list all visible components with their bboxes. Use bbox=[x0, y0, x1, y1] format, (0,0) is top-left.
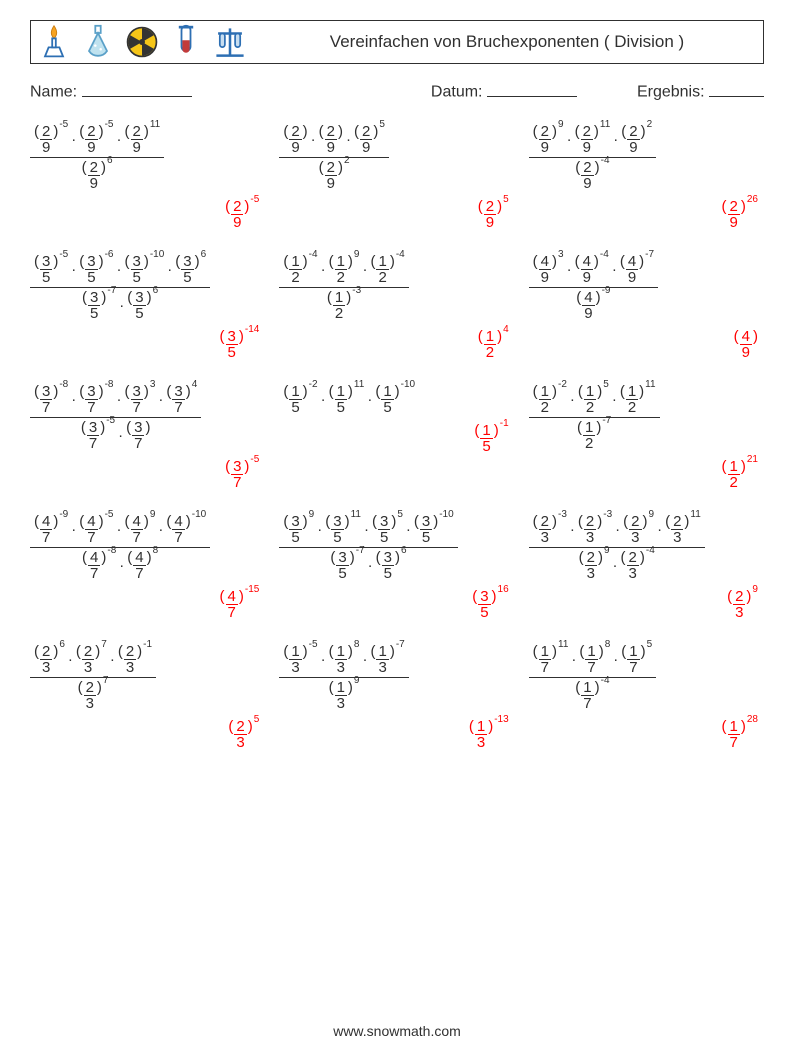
numerator: (49)3·(49)-4·(49)-7 bbox=[529, 252, 658, 287]
expression: (47)-9·(47)-5·(47)9·(47)-10(47)-8·(47)8 bbox=[30, 512, 210, 583]
problem-11: (35)9·(35)11·(35)5·(35)-10(35)-7·(35)6(3… bbox=[279, 512, 514, 620]
answer: (29)26 bbox=[529, 199, 764, 230]
numerator: (29)9·(29)11·(29)2 bbox=[529, 122, 657, 157]
problem-14: (13)-5·(13)8·(13)-7(13)9 (13)-13 bbox=[279, 642, 514, 750]
expression: (13)-5·(13)8·(13)-7(13)9 bbox=[279, 642, 408, 713]
problem-1: (29)-5·(29)-5·(29)11(29)6 (29)-5 bbox=[30, 122, 265, 230]
flask-icon bbox=[81, 25, 115, 59]
denominator: (29)2 bbox=[315, 158, 354, 193]
numerator: (15)-2·(15)11·(15)-10 bbox=[279, 382, 419, 417]
problem-3: (29)9·(29)11·(29)2(29)-4 (29)26 bbox=[529, 122, 764, 230]
date-label: Datum: bbox=[431, 84, 483, 101]
expression: (23)-3·(23)-3·(23)9·(23)11(23)9·(23)-4 bbox=[529, 512, 705, 583]
numerator: (23)6·(23)7·(23)-1 bbox=[30, 642, 156, 677]
denominator: (13)9 bbox=[325, 678, 364, 713]
answer: (35)16 bbox=[279, 589, 514, 620]
expression: (29)-5·(29)-5·(29)11(29)6 bbox=[30, 122, 164, 193]
numerator: (12)-2·(12)5·(12)11 bbox=[529, 382, 660, 417]
denominator: (17)-4 bbox=[571, 678, 613, 713]
problem-13: (23)6·(23)7·(23)-1(23)7 (23)5 bbox=[30, 642, 265, 750]
denominator: (35)-7·(35)6 bbox=[78, 288, 162, 323]
answer: (37)-5 bbox=[30, 459, 265, 490]
expression: (37)-8·(37)-8·(37)3·(37)4(37)-5·(37) bbox=[30, 382, 201, 453]
answer: (47)-15 bbox=[30, 589, 265, 620]
numerator: (35)-5·(35)-6·(35)-10·(35)6 bbox=[30, 252, 210, 287]
expression: (35)9·(35)11·(35)5·(35)-10(35)-7·(35)6 bbox=[279, 512, 457, 583]
problem-5: (12)-4·(12)9·(12)-4(12)-3 (12)4 bbox=[279, 252, 514, 360]
expression: (29)9·(29)11·(29)2(29)-4 bbox=[529, 122, 657, 193]
expression: (15)-2·(15)11·(15)-10 bbox=[279, 382, 419, 417]
problem-10: (47)-9·(47)-5·(47)9·(47)-10(47)-8·(47)8(… bbox=[30, 512, 265, 620]
date-field: Datum: bbox=[431, 78, 577, 102]
result-blank[interactable] bbox=[709, 78, 764, 97]
problem-12: (23)-3·(23)-3·(23)9·(23)11(23)9·(23)-4(2… bbox=[529, 512, 764, 620]
denominator: (37)-5·(37) bbox=[77, 418, 155, 453]
problem-4: (35)-5·(35)-6·(35)-10·(35)6(35)-7·(35)6(… bbox=[30, 252, 265, 360]
rack-icon bbox=[213, 25, 247, 59]
denominator: (29)6 bbox=[78, 158, 117, 193]
denominator: (29)-4 bbox=[571, 158, 613, 193]
worksheet-title: Vereinfachen von Bruchexponenten ( Divis… bbox=[257, 27, 757, 56]
expression: (12)-2·(12)5·(12)11(12)-7 bbox=[529, 382, 660, 453]
answer: (49) bbox=[529, 329, 764, 360]
expression: (49)3·(49)-4·(49)-7(49)-9 bbox=[529, 252, 658, 323]
problem-7: (37)-8·(37)-8·(37)3·(37)4(37)-5·(37)(37)… bbox=[30, 382, 265, 490]
problem-2: (29)·(29)·(29)5(29)2 (29)5 bbox=[279, 122, 514, 230]
name-field: Name: bbox=[30, 78, 192, 102]
numerator: (29)·(29)·(29)5 bbox=[279, 122, 389, 157]
denominator: (23)9·(23)-4 bbox=[575, 548, 659, 583]
radiation-icon bbox=[125, 25, 159, 59]
test-tube-icon bbox=[169, 25, 203, 59]
name-label: Name: bbox=[30, 84, 77, 101]
worksheet-header: Vereinfachen von Bruchexponenten ( Divis… bbox=[30, 20, 764, 64]
denominator: (47)-8·(47)8 bbox=[78, 548, 162, 583]
expression: (23)6·(23)7·(23)-1(23)7 bbox=[30, 642, 156, 713]
answer: (13)-13 bbox=[279, 719, 514, 750]
numerator: (17)11·(17)8·(17)5 bbox=[529, 642, 657, 677]
date-blank[interactable] bbox=[487, 78, 577, 97]
answer: (12)21 bbox=[529, 459, 764, 490]
answer: (29)-5 bbox=[30, 199, 265, 230]
meta-row: Name: Datum: Ergebnis: bbox=[30, 78, 764, 102]
expression: (12)-4·(12)9·(12)-4(12)-3 bbox=[279, 252, 408, 323]
problem-9: (12)-2·(12)5·(12)11(12)-7 (12)21 bbox=[529, 382, 764, 490]
numerator: (12)-4·(12)9·(12)-4 bbox=[279, 252, 408, 287]
answer: (17)28 bbox=[529, 719, 764, 750]
answer: (23)9 bbox=[529, 589, 764, 620]
problem-6: (49)3·(49)-4·(49)-7(49)-9 (49) bbox=[529, 252, 764, 360]
expression: (29)·(29)·(29)5(29)2 bbox=[279, 122, 389, 193]
denominator: (12)-7 bbox=[573, 418, 615, 453]
numerator: (13)-5·(13)8·(13)-7 bbox=[279, 642, 408, 677]
header-icons bbox=[37, 25, 247, 59]
answer: (29)5 bbox=[279, 199, 514, 230]
footer-link[interactable]: www.snowmath.com bbox=[0, 1023, 794, 1039]
expression: (35)-5·(35)-6·(35)-10·(35)6(35)-7·(35)6 bbox=[30, 252, 210, 323]
result-field: Ergebnis: bbox=[637, 78, 764, 102]
answer: (23)5 bbox=[30, 719, 265, 750]
problem-8: (15)-2·(15)11·(15)-10 (15)-1 bbox=[279, 382, 514, 490]
denominator: (35)-7·(35)6 bbox=[326, 548, 410, 583]
name-blank[interactable] bbox=[82, 78, 192, 97]
numerator: (23)-3·(23)-3·(23)9·(23)11 bbox=[529, 512, 705, 547]
numerator: (37)-8·(37)-8·(37)3·(37)4 bbox=[30, 382, 201, 417]
numerator: (47)-9·(47)-5·(47)9·(47)-10 bbox=[30, 512, 210, 547]
numerator: (29)-5·(29)-5·(29)11 bbox=[30, 122, 164, 157]
answer: (12)4 bbox=[279, 329, 514, 360]
expression: (17)11·(17)8·(17)5(17)-4 bbox=[529, 642, 657, 713]
answer: (15)-1 bbox=[279, 423, 514, 454]
burner-icon bbox=[37, 25, 71, 59]
denominator: (12)-3 bbox=[323, 288, 365, 323]
numerator: (35)9·(35)11·(35)5·(35)-10 bbox=[279, 512, 457, 547]
result-label: Ergebnis: bbox=[637, 84, 705, 101]
problem-grid: (29)-5·(29)-5·(29)11(29)6 (29)-5 (29)·(29)… bbox=[30, 122, 764, 750]
denominator: (23)7 bbox=[74, 678, 113, 713]
problem-15: (17)11·(17)8·(17)5(17)-4 (17)28 bbox=[529, 642, 764, 750]
answer: (35)-14 bbox=[30, 329, 265, 360]
denominator: (49)-9 bbox=[572, 288, 614, 323]
